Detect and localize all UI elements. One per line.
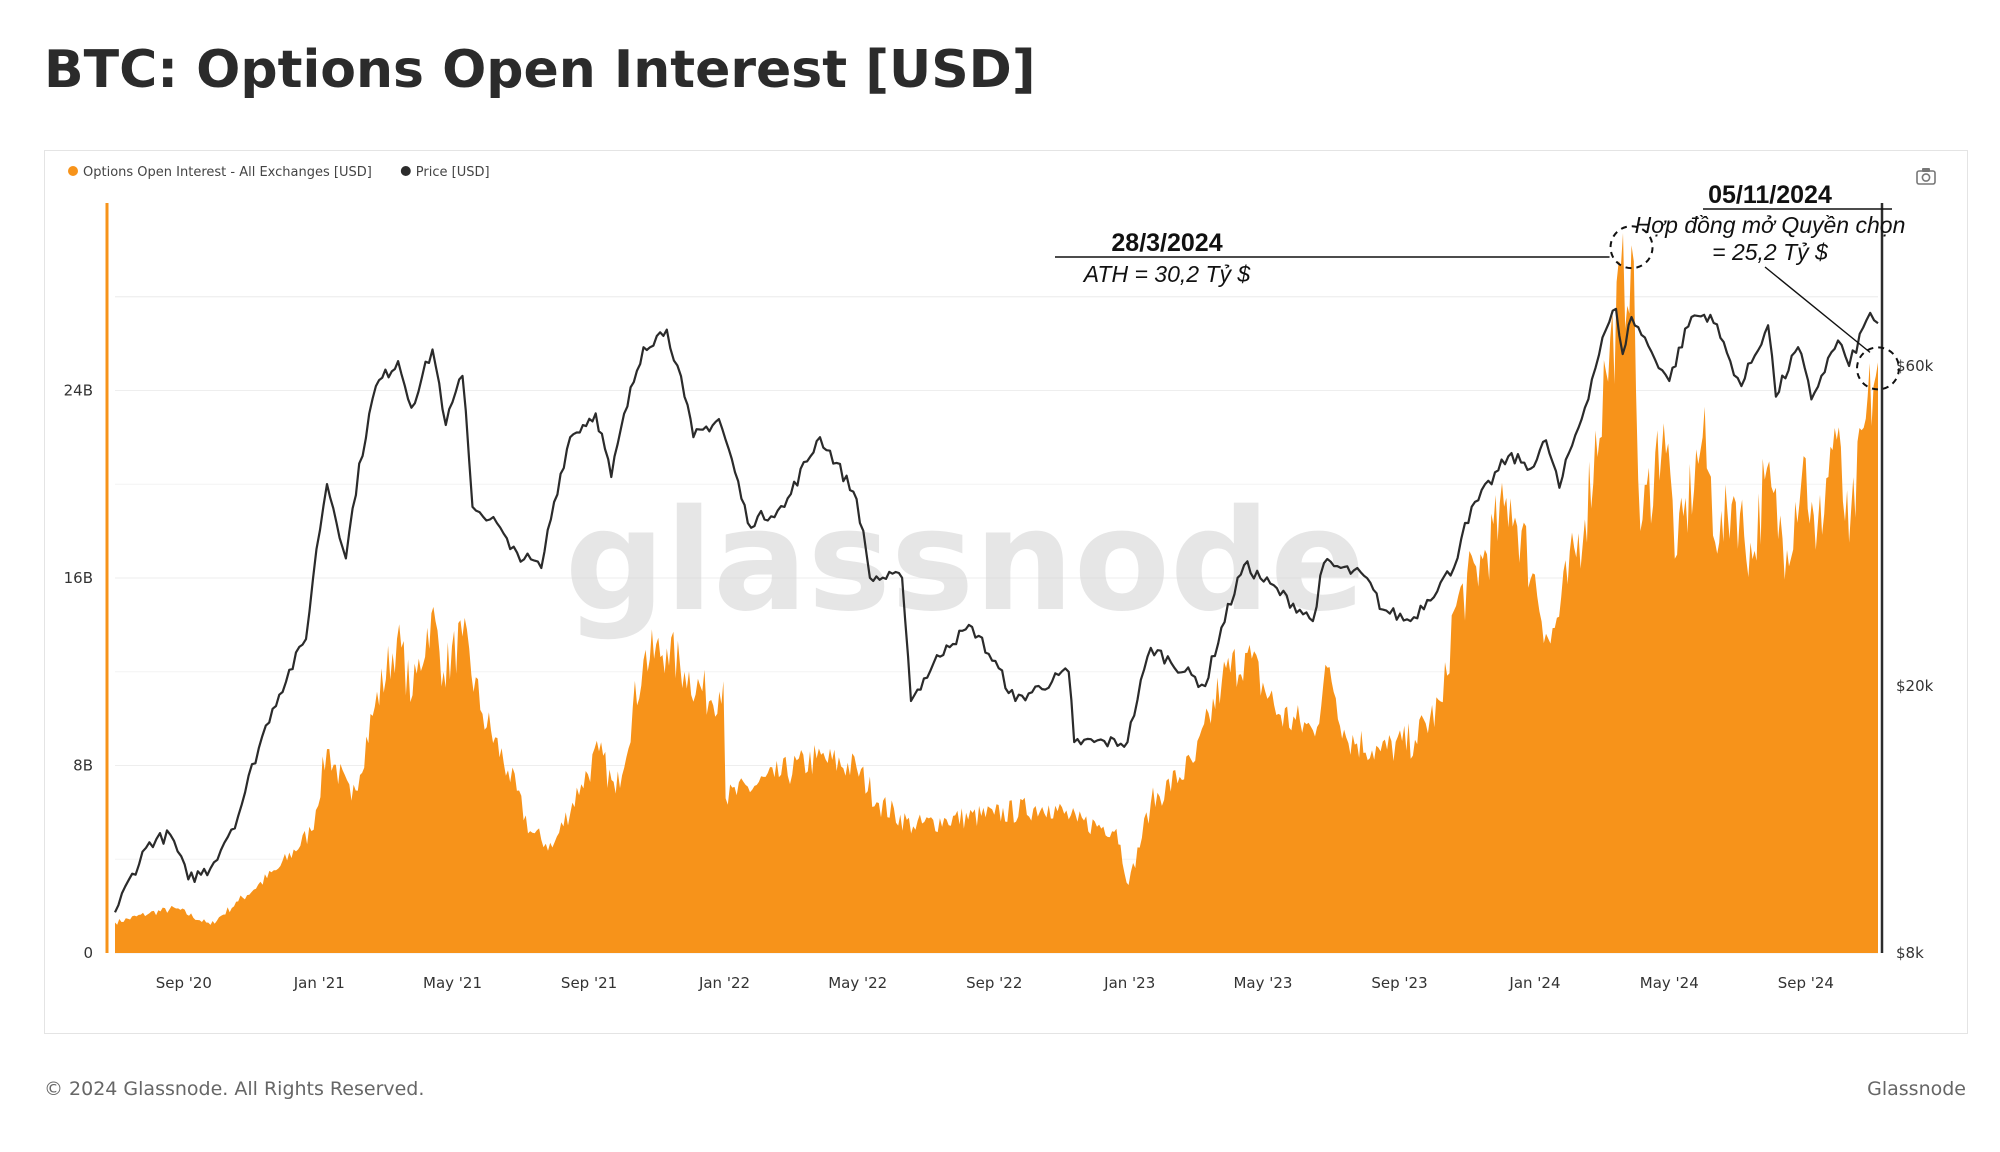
camera-icon[interactable] (1916, 168, 1936, 185)
ath-value-label: ATH = 30,2 Tỷ $ (1082, 261, 1252, 287)
legend-label-0: Options Open Interest - All Exchanges [U… (83, 165, 372, 180)
x-tick-label-7: Jan '23 (1103, 974, 1155, 992)
legend-dot-0 (68, 166, 78, 176)
brand-text: Glassnode (1867, 1078, 1966, 1100)
latest-date-label: 05/11/2024 (1708, 181, 1832, 209)
oi-area (115, 233, 1878, 953)
latest-line-2: = 25,2 Tỷ $ (1712, 239, 1829, 265)
axes: Sep '20 Jan '21 May '21 Sep '21 Jan '22 May '… (64, 357, 1934, 992)
copyright-text: © 2024 Glassnode. All Rights Reserved. (44, 1078, 425, 1100)
x-tick-label-9: Sep '23 (1371, 974, 1427, 992)
price-line (114, 307, 1879, 913)
x-tick-label-6: Sep '22 (966, 974, 1022, 992)
latest-line-1: Hợp đồng mở Quyền chọn (1635, 212, 1906, 238)
y-right-tick-label-2: $60k (1896, 357, 1934, 375)
x-tick-label-11: May '24 (1640, 974, 1699, 992)
chart-container: glassnode Sep '20 Jan '21 May '21 Sep '21 Ja… (44, 150, 1968, 1034)
latest-pointer-line (1764, 266, 1871, 353)
x-tick-label-10: Jan '24 (1508, 974, 1560, 992)
x-tick-label-5: May '22 (828, 974, 887, 992)
legend-item-0[interactable]: Options Open Interest - All Exchanges [U… (68, 165, 372, 180)
y-left-tick-label-1: 8B (73, 757, 93, 775)
x-tick-label-1: Jan '21 (293, 974, 345, 992)
y-right-tick-label-0: $8k (1896, 944, 1924, 962)
x-tick-label-8: May '23 (1233, 974, 1292, 992)
page-title: BTC: Options Open Interest [USD] (44, 40, 1036, 100)
x-tick-label-3: Sep '21 (561, 974, 617, 992)
y-right-tick-label-1: $20k (1896, 677, 1934, 695)
y-left-tick-label-3: 24B (64, 382, 93, 400)
options-oi-chart: glassnode Sep '20 Jan '21 May '21 Sep '21 Ja… (64, 165, 1936, 992)
oi-series (105, 203, 1878, 953)
watermark-text: glassnode (565, 480, 1365, 643)
price-series (114, 203, 1884, 953)
y-left-tick-label-0: 0 (83, 944, 93, 962)
legend-label-1: Price [USD] (416, 165, 490, 180)
latest-marker-circle (1856, 346, 1900, 391)
legend-dot-1 (400, 166, 411, 176)
x-tick-label-0: Sep '20 (156, 974, 212, 992)
x-tick-label-4: Jan '22 (698, 974, 750, 992)
annotations: 28/3/2024 ATH = 30,2 Tỷ $ 05/11/2024 Hợp đồ… (1055, 181, 1906, 391)
y-left-tick-label-2: 16B (64, 569, 93, 587)
x-tick-label-2: May '21 (423, 974, 482, 992)
legend-item-1[interactable]: Price [USD] (400, 165, 490, 180)
annotation-ath: 28/3/2024 ATH = 30,2 Tỷ $ (1055, 225, 1654, 287)
ath-marker-circle (1609, 225, 1654, 270)
x-tick-label-12: Sep '24 (1778, 974, 1834, 992)
legend: Options Open Interest - All Exchanges [U… (68, 165, 490, 180)
ath-date-label: 28/3/2024 (1111, 229, 1222, 257)
annotation-latest: 05/11/2024 Hợp đồng mở Quyền chọn= 25,2 T… (1635, 181, 1906, 391)
